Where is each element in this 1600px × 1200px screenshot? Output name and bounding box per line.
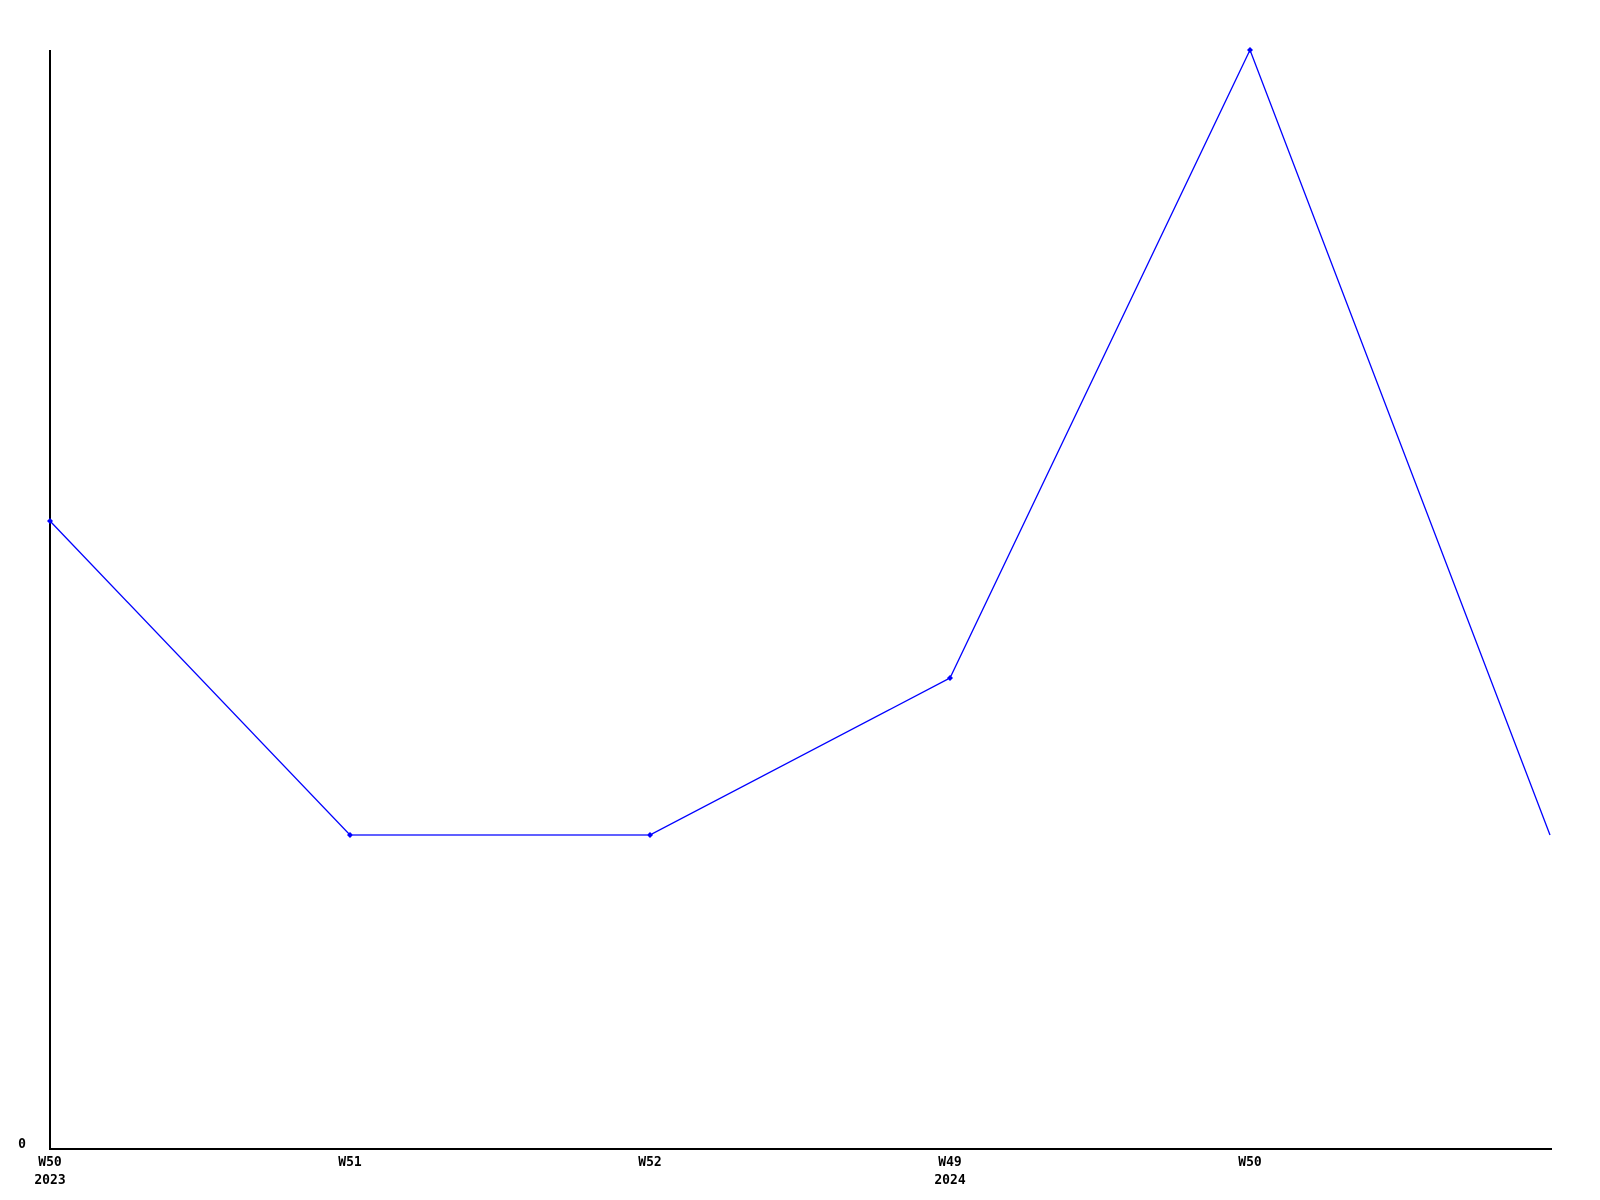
data-point-marker — [1247, 47, 1253, 53]
x-tick-label-week: W52 — [638, 1155, 661, 1170]
x-tick-label-year: 2024 — [934, 1173, 965, 1188]
x-tick-label-week: W50 — [1238, 1155, 1262, 1170]
y-axis-zero-label: 0 — [18, 1137, 26, 1152]
x-tick-label-year: 2023 — [34, 1173, 65, 1188]
data-point-marker — [47, 518, 53, 524]
x-tick-label-week: W49 — [938, 1155, 961, 1170]
data-series — [47, 47, 1551, 838]
x-axis-tick-labels: W50 2023 W51 W52 W49 2024 W50 — [34, 1155, 1262, 1188]
x-tick-label-week: W51 — [338, 1155, 362, 1170]
x-tick-label-week: W50 — [38, 1155, 62, 1170]
data-point-marker — [647, 832, 653, 838]
data-point-marker — [947, 675, 953, 681]
data-line — [49, 48, 1551, 836]
data-point-marker — [347, 832, 353, 838]
